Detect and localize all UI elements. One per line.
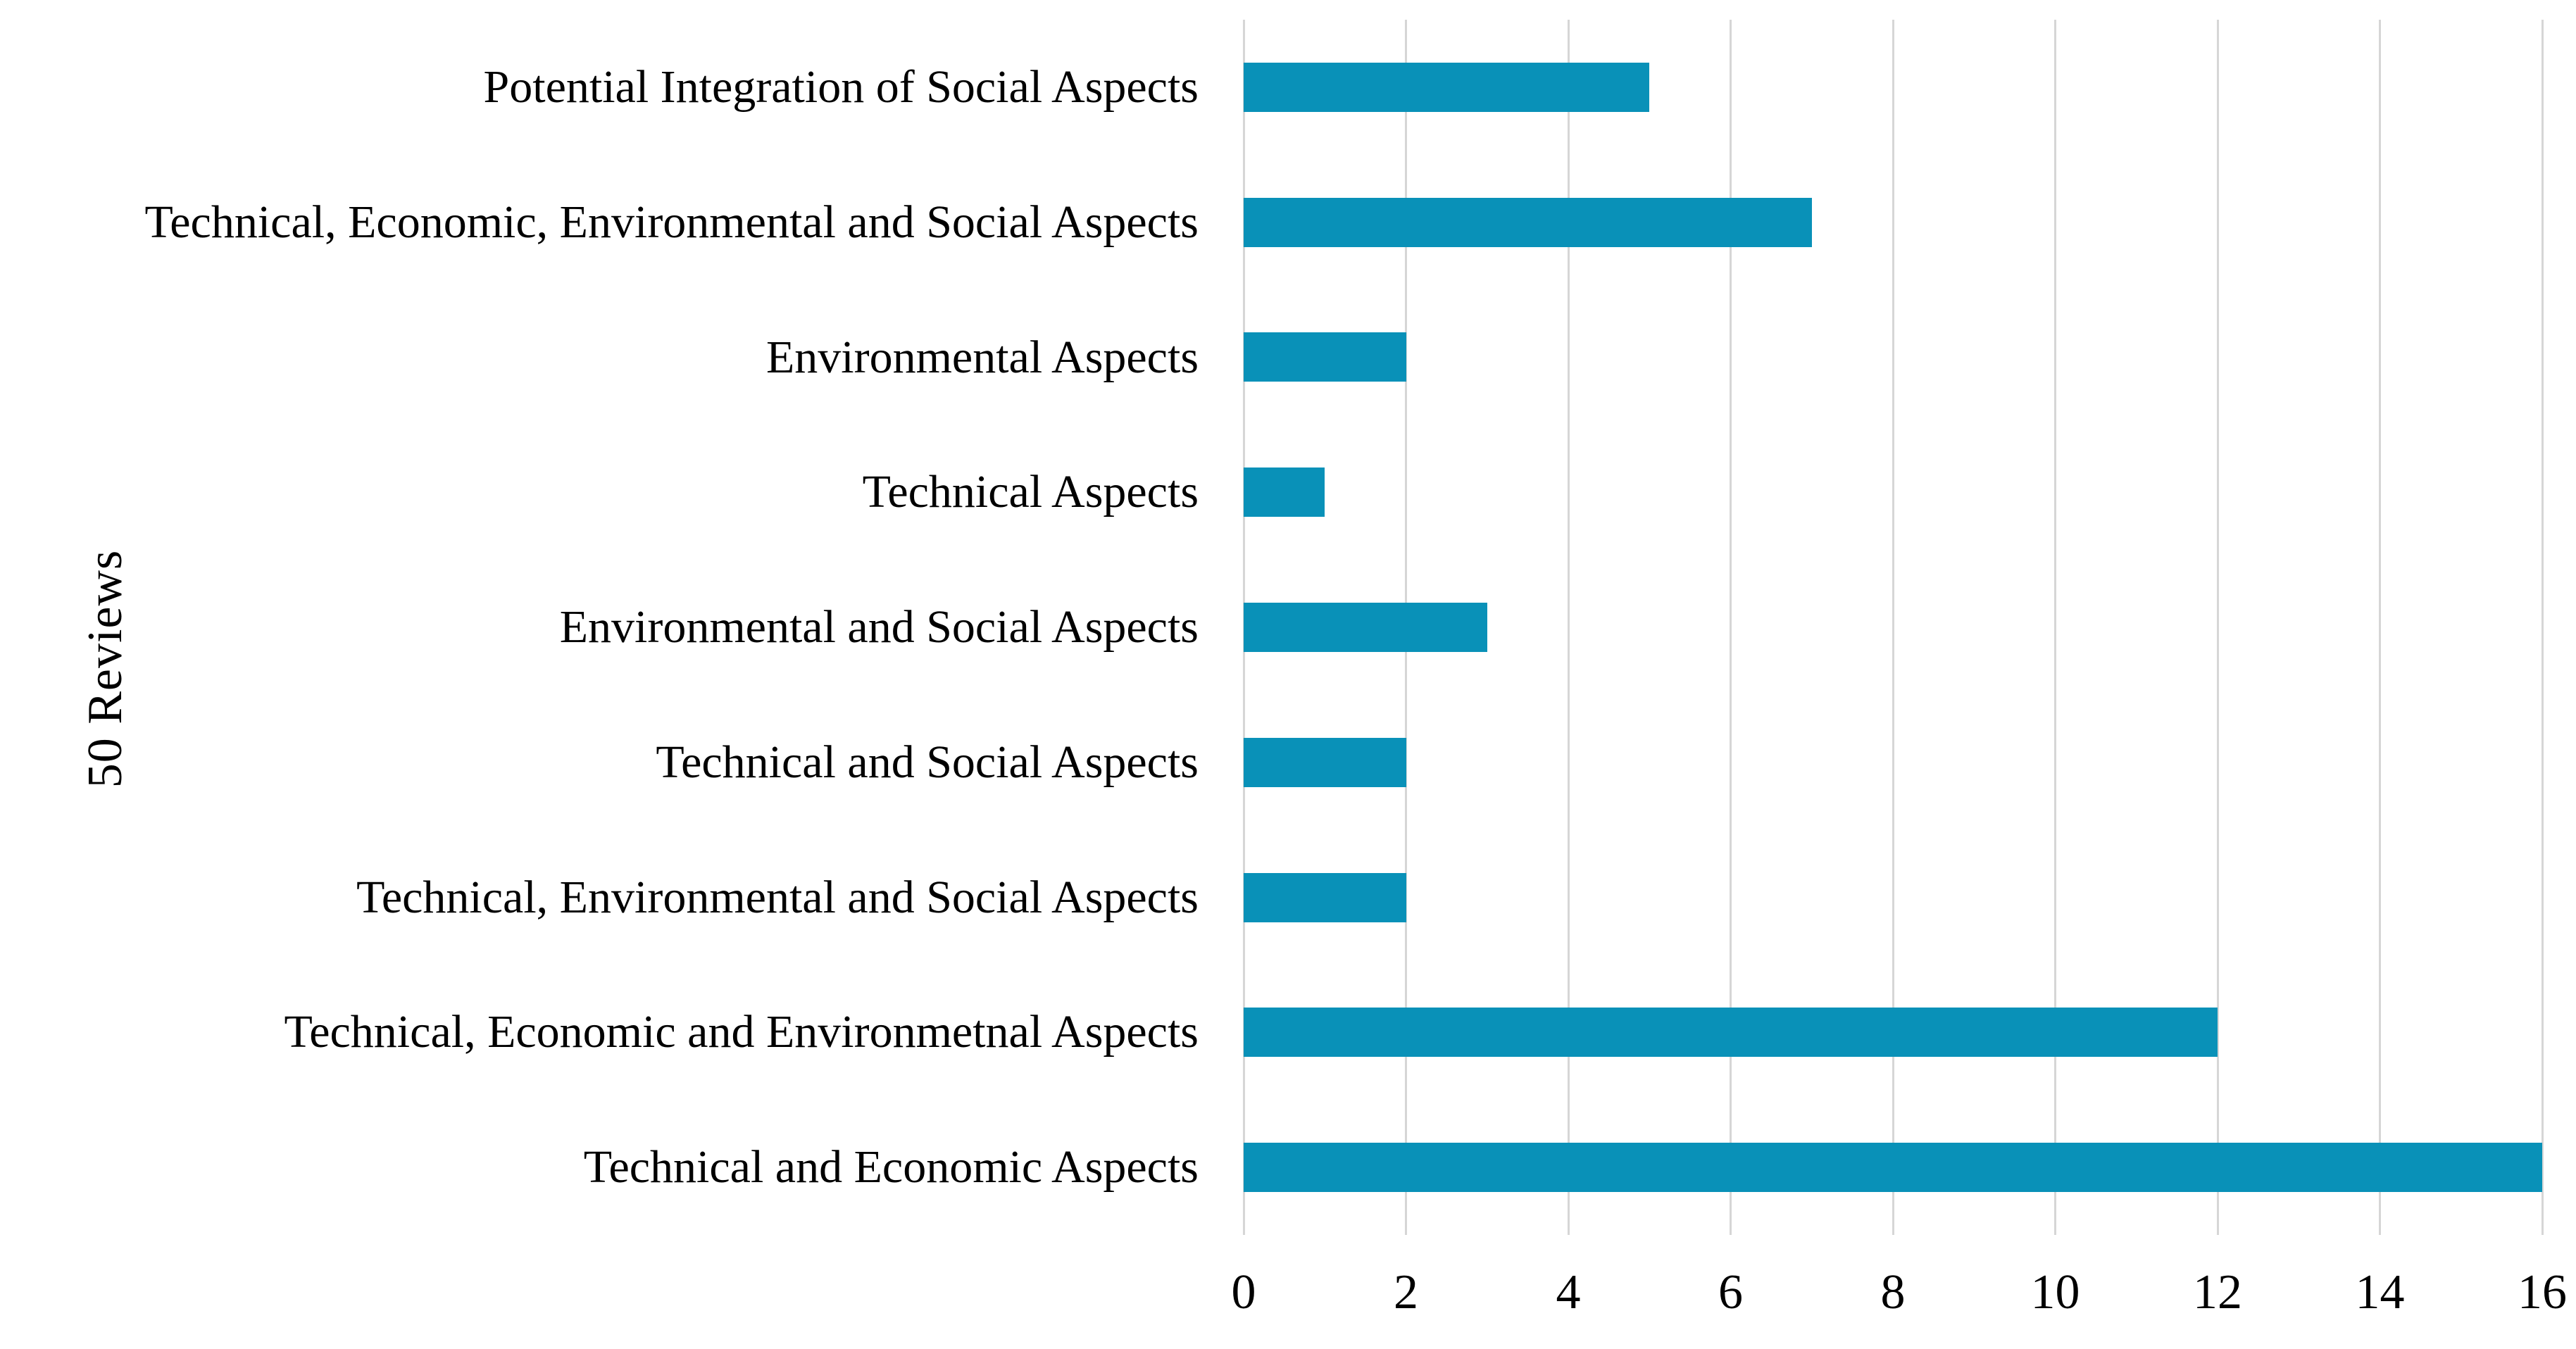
bar — [1244, 197, 1812, 247]
category-label: Technical and Social Aspects — [656, 736, 1199, 788]
chart-row: Technical, Environmental and Social Aspe… — [0, 830, 2542, 965]
category-label: Technical, Economic, Environmental and S… — [144, 196, 1199, 248]
x-tick-label: 14 — [2355, 1265, 2405, 1319]
bar — [1244, 1143, 2542, 1193]
category-label: Technical, Economic and Environmetnal As… — [284, 1006, 1199, 1058]
category-label: Technical Aspects — [862, 466, 1199, 518]
bar — [1244, 332, 1406, 382]
x-tick-label: 10 — [2030, 1265, 2080, 1319]
bar-track — [1244, 290, 2542, 425]
chart-row: Technical and Economic Aspects — [0, 1100, 2542, 1235]
category-label: Environmental Aspects — [765, 331, 1199, 383]
bar-track — [1244, 425, 2542, 560]
chart-row: Technical Aspects — [0, 425, 2542, 560]
x-tick-label: 0 — [1231, 1265, 1256, 1319]
x-tick-label: 4 — [1556, 1265, 1581, 1319]
bar-track — [1244, 695, 2542, 830]
bar-track — [1244, 830, 2542, 965]
bars-area: Potential Integration of Social Aspects T… — [0, 20, 2542, 1235]
chart-row: Potential Integration of Social Aspects — [0, 20, 2542, 155]
chart-row: Environmental Aspects — [0, 290, 2542, 425]
category-label: Environmental and Social Aspects — [559, 601, 1199, 653]
bar — [1244, 603, 1487, 653]
chart-row: Technical and Social Aspects — [0, 695, 2542, 830]
category-label: Technical, Environmental and Social Aspe… — [356, 871, 1199, 923]
x-tick-label: 12 — [2193, 1265, 2242, 1319]
category-label: Technical and Economic Aspects — [583, 1141, 1199, 1193]
bar-track — [1244, 1100, 2542, 1235]
x-tick-label: 16 — [2518, 1265, 2567, 1319]
bar-track — [1244, 20, 2542, 155]
bar-track — [1244, 965, 2542, 1100]
x-tick-label: 8 — [1880, 1265, 1906, 1319]
bar — [1244, 872, 1406, 922]
chart-row: Technical, Economic and Environmetnal As… — [0, 965, 2542, 1100]
chart-row: Environmental and Social Aspects — [0, 560, 2542, 695]
x-tick-label: 6 — [1718, 1265, 1743, 1319]
chart-row: Technical, Economic, Environmental and S… — [0, 155, 2542, 290]
bar — [1244, 737, 1406, 787]
bar-track — [1244, 155, 2542, 290]
bar — [1244, 468, 1325, 517]
bar-track — [1244, 560, 2542, 695]
bar — [1244, 1008, 2218, 1058]
category-label: Potential Integration of Social Aspects — [483, 61, 1199, 113]
x-tick-label: 2 — [1394, 1265, 1418, 1319]
bar — [1244, 62, 1650, 112]
x-axis: 0 2 4 6 8 10 12 14 16 — [1232, 1265, 2568, 1335]
